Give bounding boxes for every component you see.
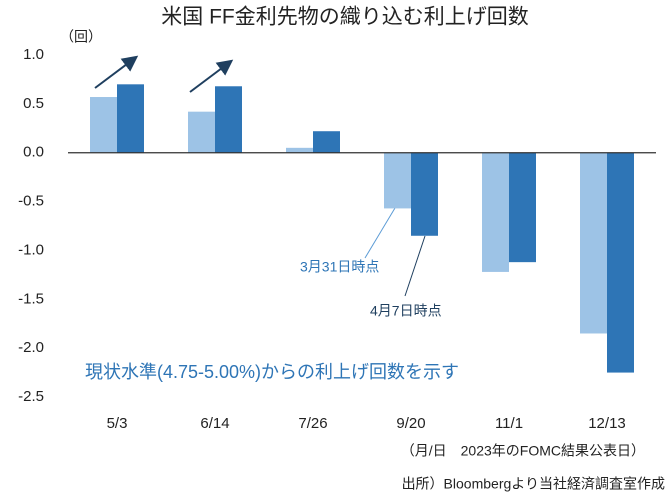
x-tick-label: 7/26 [298, 415, 327, 432]
arrow [189, 59, 234, 93]
bar [482, 152, 509, 272]
y-tick-label: -2.5 [18, 388, 44, 405]
x-tick-label: 5/3 [107, 415, 128, 432]
y-tick-label: -1.5 [18, 290, 44, 307]
bar [411, 152, 438, 236]
y-tick-label: 0.0 [23, 144, 44, 161]
leader-line [404, 235, 426, 297]
bar [286, 147, 313, 153]
bar [384, 152, 411, 209]
bar [580, 152, 607, 334]
source: 出所）Bloombergより当社経済調査室作成 [402, 476, 665, 492]
bar [313, 131, 340, 153]
y-tick-label: -2.0 [18, 339, 44, 356]
x-tick-label: 6/14 [200, 415, 229, 432]
series-label: 4月7日時点 [370, 303, 442, 319]
chart-title: 米国 FF金利先物の織り込む利上げ回数 [161, 6, 529, 29]
bar [607, 152, 634, 373]
bar [188, 111, 215, 153]
x-tick-label: 9/20 [396, 415, 425, 432]
x-tick-label: 11/1 [495, 415, 523, 432]
y-unit: （回） [60, 29, 102, 45]
bar [215, 86, 242, 153]
x-tick-label: 12/13 [588, 415, 626, 432]
y-tick-label: 0.5 [23, 95, 44, 112]
bar [117, 84, 144, 153]
leader-line [364, 207, 396, 259]
y-tick-label: 1.0 [23, 46, 44, 63]
bar [90, 97, 117, 153]
arrow [94, 55, 139, 89]
y-tick-label: -0.5 [18, 193, 44, 210]
annotation: 現状水準(4.75-5.00%)からの利上げ回数を示す [85, 362, 459, 382]
bar [509, 152, 536, 263]
series-label: 3月31日時点 [300, 259, 379, 275]
y-tick-label: -1.0 [18, 241, 44, 258]
x-note: （月/日 2023年のFOMC結果公表日） [401, 443, 645, 459]
